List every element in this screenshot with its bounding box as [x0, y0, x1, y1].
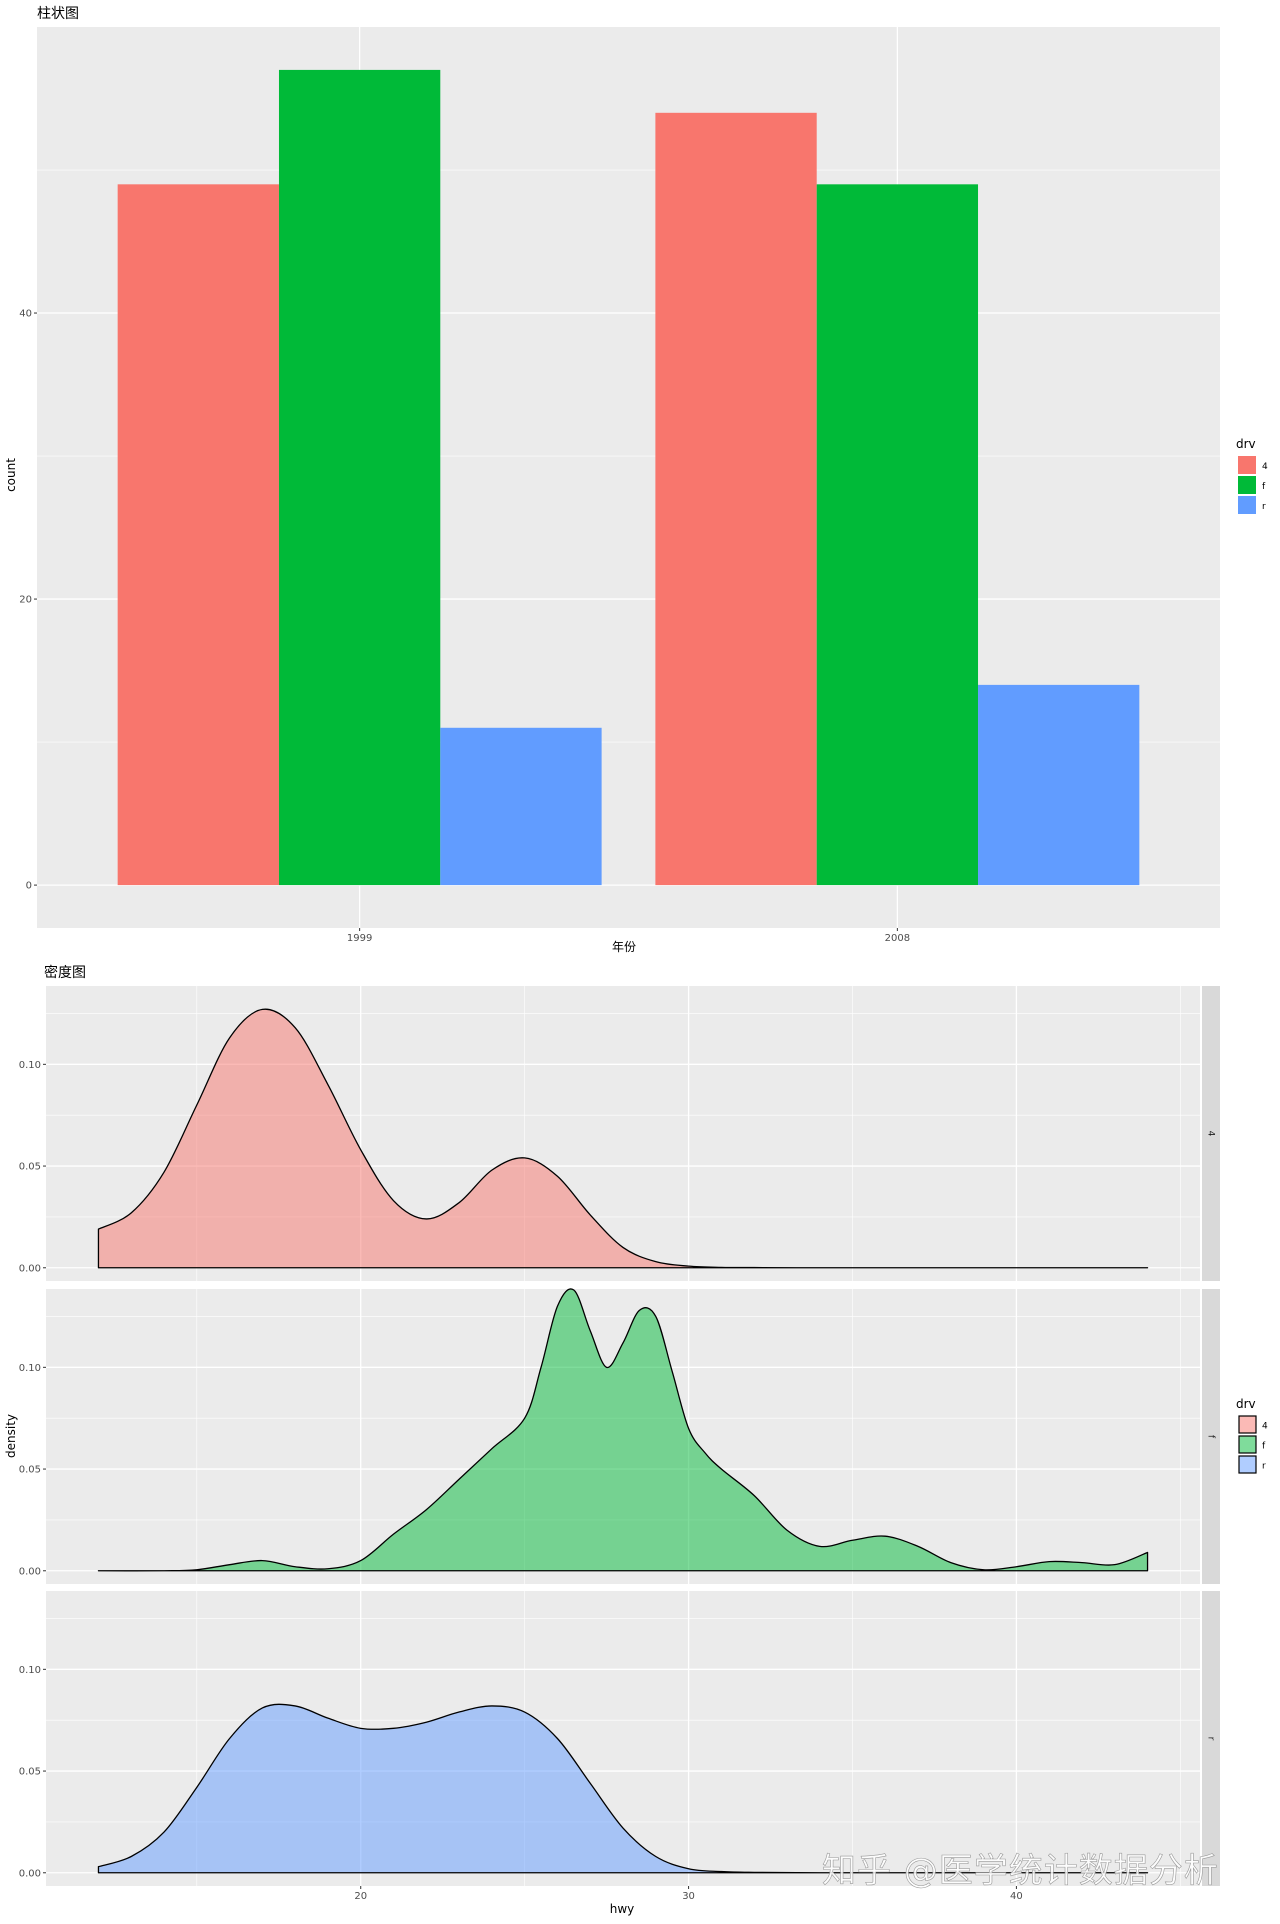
density-line-r	[97, 1703, 1149, 1874]
bar-x-tick-label: 2008	[885, 933, 910, 944]
density-legend-key-r	[1238, 1455, 1257, 1474]
bar-1999-r	[440, 727, 602, 886]
density-chart-x-label: hwy	[610, 1902, 635, 1916]
watermark-text: 知乎 @医学统计数据分析	[822, 1851, 1219, 1891]
bar-legend-label-r: r	[1262, 502, 1266, 512]
density-y-tick-label: 0.10	[19, 1665, 41, 1676]
density-chart-title: 密度图	[44, 964, 86, 981]
bar-y-tick-label: 40	[19, 309, 32, 320]
density-area-f	[98, 1288, 1148, 1571]
bar-2008-r	[978, 684, 1140, 886]
density-chart-legend: drv 4 fr	[1236, 1397, 1268, 1474]
density-area-4	[98, 1009, 1148, 1268]
density-strip-label-r: r	[1206, 1737, 1216, 1741]
bar-chart-title: 柱状图	[37, 6, 79, 22]
bar-legend-key-r	[1238, 496, 1256, 514]
bar-legend-label-f: f	[1262, 482, 1266, 492]
density-y-tick-label: 0.05	[19, 1162, 41, 1173]
density-chart: 密度图 0.000.050.1040.000.050.10f0.000.050.…	[4, 964, 1268, 1916]
density-y-tick-label: 0.05	[19, 1465, 41, 1476]
density-legend-items: 4 fr	[1238, 1415, 1268, 1474]
density-facet-r: 0.00 0.05 0.10 r	[19, 1591, 1220, 1886]
bar-2008-4	[655, 112, 817, 886]
density-strip-r	[1202, 1591, 1220, 1886]
bar-x-tick-label: 1999	[347, 933, 372, 944]
density-line-f	[97, 1288, 1149, 1572]
bar-1999-4	[117, 184, 279, 886]
density-strip-label-f: f	[1206, 1435, 1216, 1439]
bar-y-tick-label: 0	[26, 881, 32, 892]
density-facet-4: 0.00 0.05 0.10 4	[19, 986, 1220, 1281]
bar-chart-x-ticks: 1999 2008	[347, 928, 910, 944]
density-y-tick-label: 0.00	[19, 1566, 41, 1577]
density-y-tick-label: 0.10	[19, 1060, 41, 1071]
density-y-tick-label: 0.00	[19, 1263, 41, 1274]
density-strip-4	[1202, 986, 1220, 1281]
bar-legend-key-4	[1238, 456, 1256, 474]
bar-chart-legend: drv 4 fr	[1236, 437, 1268, 514]
bar-legend-label-4: 4	[1262, 462, 1268, 472]
density-chart-y-label: density	[4, 1414, 18, 1458]
density-legend-label-4: 4	[1262, 1422, 1268, 1432]
density-facet-f: 0.00 0.05 0.10 f	[19, 1288, 1220, 1584]
density-facets: 0.00 0.05 0.10 4 0.00 0.05 0.10 f 0.00 0.05 0.10 r	[19, 986, 1220, 1886]
bar-chart-x-label: 年份	[612, 940, 636, 954]
bar-1999-f	[278, 69, 441, 886]
bar-chart: 柱状图 0 20 40 1999 2008 年份 count drv 4 fr	[4, 6, 1268, 954]
density-chart-x-ticks: 20 30 40	[354, 1886, 1023, 1902]
density-y-tick-label: 0.05	[19, 1767, 41, 1778]
bar-legend-key-f	[1238, 476, 1256, 494]
density-area-r	[98, 1704, 1148, 1873]
density-x-tick-label: 40	[1010, 1891, 1023, 1902]
density-legend-key-f	[1238, 1435, 1257, 1454]
density-y-tick-label: 0.00	[19, 1868, 41, 1879]
density-strip-f	[1202, 1289, 1220, 1584]
bar-y-tick-label: 20	[19, 595, 32, 606]
density-legend-label-f: f	[1262, 1442, 1266, 1452]
density-strip-label-4: 4	[1206, 1131, 1216, 1137]
density-legend-title: drv	[1236, 1397, 1256, 1411]
bar-2008-f	[816, 184, 979, 886]
bar-legend-items: 4 fr	[1238, 456, 1268, 514]
density-line-4	[97, 1008, 1149, 1269]
density-y-tick-label: 0.10	[19, 1363, 41, 1374]
density-x-tick-label: 30	[682, 1891, 695, 1902]
bar-chart-y-ticks: 0 20 40	[19, 309, 37, 892]
density-x-tick-label: 20	[354, 1891, 367, 1902]
bar-chart-bars	[117, 69, 1140, 886]
bar-legend-title: drv	[1236, 437, 1256, 451]
density-legend-key-4	[1238, 1415, 1257, 1434]
density-legend-label-r: r	[1262, 1462, 1266, 1472]
bar-chart-y-label: count	[4, 458, 18, 492]
